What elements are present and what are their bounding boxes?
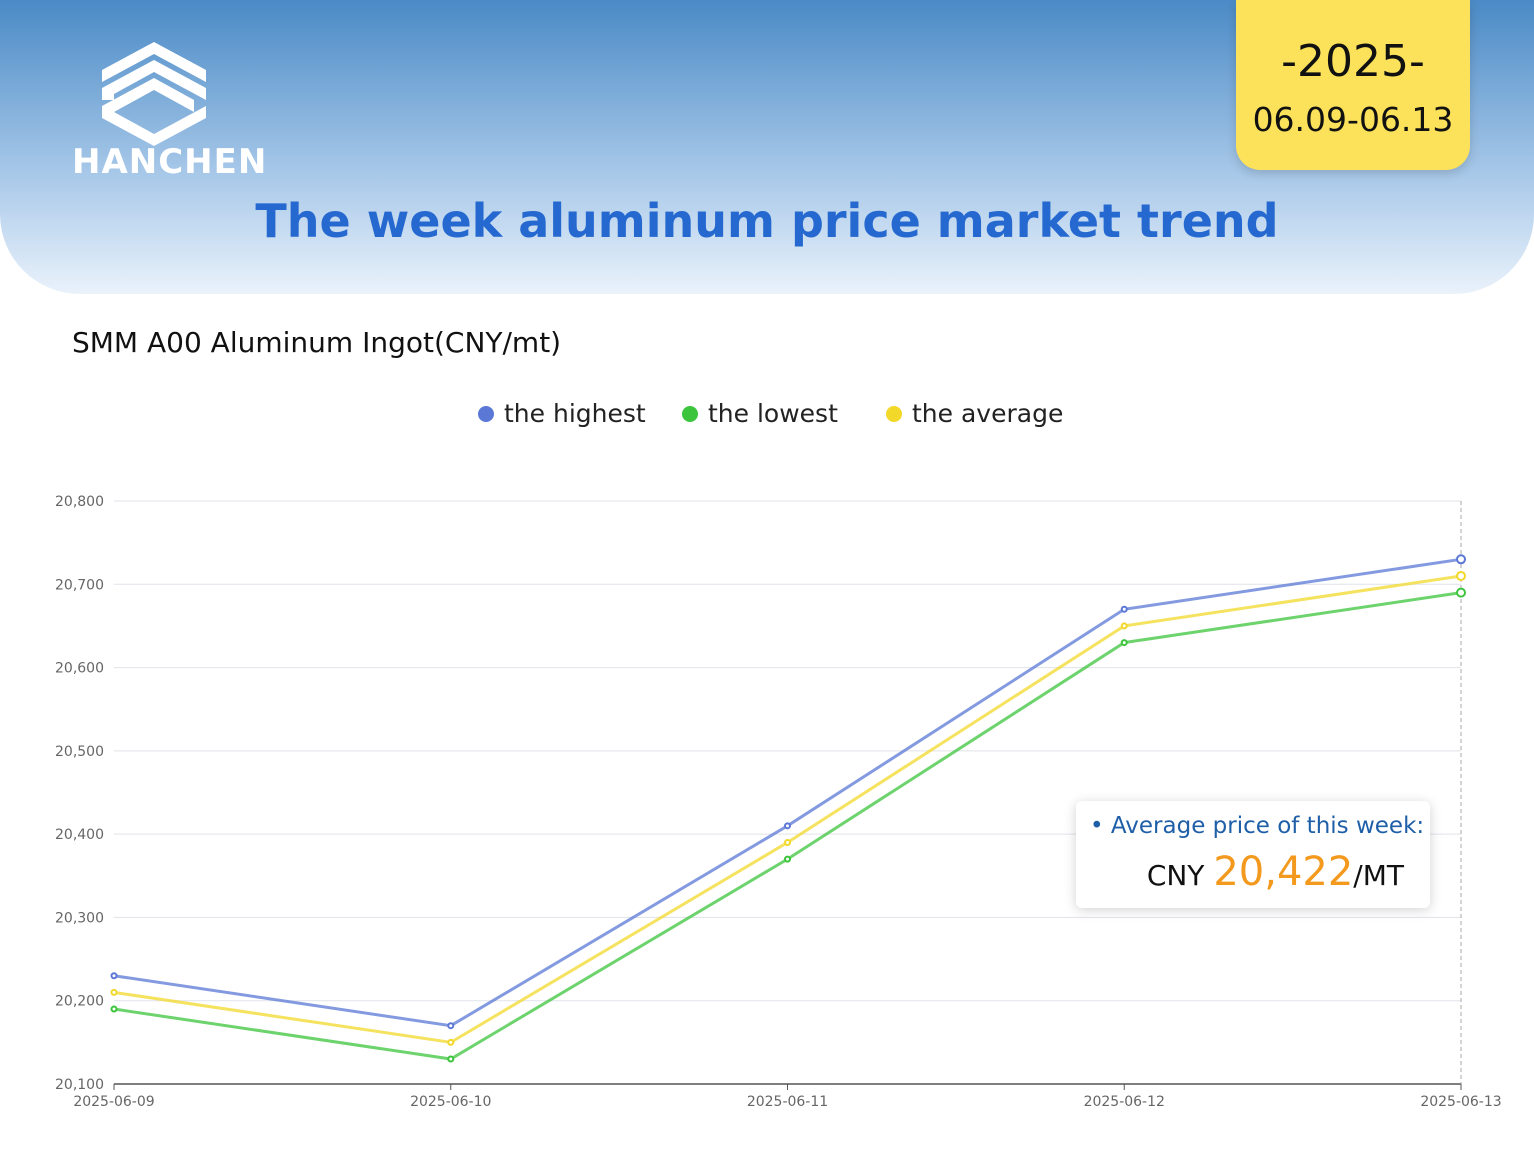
legend-marker bbox=[682, 406, 698, 422]
data-point bbox=[110, 972, 118, 980]
y-tick-label: 20,800 bbox=[55, 494, 104, 510]
x-tick-label: 2025-06-10 bbox=[410, 1094, 491, 1110]
tooltip: • Average price of this week: CNY 20,422… bbox=[1076, 801, 1430, 908]
currency: CNY bbox=[1146, 859, 1205, 892]
data-point bbox=[1456, 587, 1466, 598]
y-tick-label: 20,100 bbox=[55, 1077, 104, 1093]
y-tick-label: 20,700 bbox=[55, 577, 104, 593]
date-range: 06.09-06.13 bbox=[1252, 100, 1454, 139]
y-tick-label: 20,600 bbox=[55, 661, 104, 677]
tooltip-label: • Average price of this week: bbox=[1090, 813, 1425, 839]
data-point bbox=[447, 1022, 455, 1030]
average-value: 20,422 bbox=[1213, 849, 1354, 895]
x-tick-label: 2025-06-12 bbox=[1084, 1094, 1165, 1110]
y-tick-label: 20,300 bbox=[55, 910, 104, 926]
data-point bbox=[110, 1005, 118, 1013]
data-point bbox=[784, 822, 791, 830]
series-line bbox=[113, 557, 1462, 1028]
data-point bbox=[447, 1055, 455, 1063]
data-point bbox=[1120, 605, 1128, 613]
y-tick-label: 20,500 bbox=[55, 744, 104, 760]
x-tick-label: 2025-06-11 bbox=[747, 1094, 828, 1110]
logo-mark bbox=[102, 42, 206, 146]
data-point bbox=[110, 988, 118, 996]
tooltip-value: CNY 20,422/MT bbox=[1147, 849, 1404, 895]
legend-label: the highest bbox=[504, 399, 646, 428]
data-point bbox=[447, 1038, 455, 1046]
y-tick-label: 20,400 bbox=[55, 827, 104, 843]
legend-marker bbox=[478, 406, 494, 422]
legend-label: the average bbox=[912, 399, 1063, 428]
tooltip-text: Average price of this week: bbox=[1110, 813, 1425, 839]
data-point bbox=[1456, 554, 1466, 565]
data-point bbox=[1120, 622, 1128, 630]
data-point bbox=[784, 838, 791, 846]
y-tick-label: 20,200 bbox=[55, 994, 104, 1010]
logo-text: HANCHEN bbox=[72, 142, 268, 182]
chart-title: SMM A00 Aluminum Ingot(CNY/mt) bbox=[72, 326, 562, 359]
legend-label: the lowest bbox=[708, 399, 838, 428]
data-point bbox=[1120, 639, 1128, 647]
x-tick-label: 2025-06-09 bbox=[73, 1094, 154, 1110]
data-point bbox=[1456, 570, 1466, 581]
year: -2025- bbox=[1281, 36, 1425, 87]
date-badge: -2025- 06.09-06.13 bbox=[1236, 0, 1470, 170]
data-point bbox=[784, 855, 791, 863]
unit: /MT bbox=[1353, 859, 1404, 892]
legend-marker bbox=[886, 406, 902, 422]
page-title: The week aluminum price market trend bbox=[255, 194, 1279, 248]
x-tick-label: 2025-06-13 bbox=[1420, 1094, 1501, 1110]
